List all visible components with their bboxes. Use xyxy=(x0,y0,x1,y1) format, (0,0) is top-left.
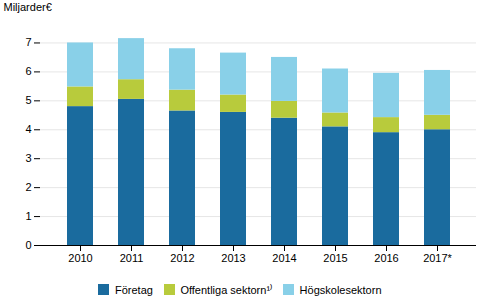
svg-text:2: 2 xyxy=(25,181,31,193)
svg-text:2016: 2016 xyxy=(374,252,398,264)
svg-text:4: 4 xyxy=(25,123,31,135)
svg-text:7: 7 xyxy=(25,36,31,48)
svg-text:Miljarder€: Miljarder€ xyxy=(4,1,52,13)
html-text:Företag: Företag xyxy=(115,283,153,296)
svg-text:2013: 2013 xyxy=(221,252,245,264)
svg-text:0: 0 xyxy=(25,239,31,251)
html-text:Högskolesektorn: Högskolesektorn xyxy=(299,283,382,296)
svg-text:2017*: 2017* xyxy=(423,252,452,264)
svg-text:2015: 2015 xyxy=(323,252,347,264)
svg-text:3: 3 xyxy=(25,152,31,164)
svg-text:2014: 2014 xyxy=(272,252,296,264)
svg-text:2012: 2012 xyxy=(170,252,194,264)
svg-text:5: 5 xyxy=(25,94,31,106)
svg-text:6: 6 xyxy=(25,65,31,77)
html-text:Offentliga sektorn¹⁾: Offentliga sektorn¹⁾ xyxy=(180,284,273,296)
svg-text:1: 1 xyxy=(25,210,31,222)
svg-text:2011: 2011 xyxy=(120,252,144,264)
svg-text:2010: 2010 xyxy=(68,252,92,264)
